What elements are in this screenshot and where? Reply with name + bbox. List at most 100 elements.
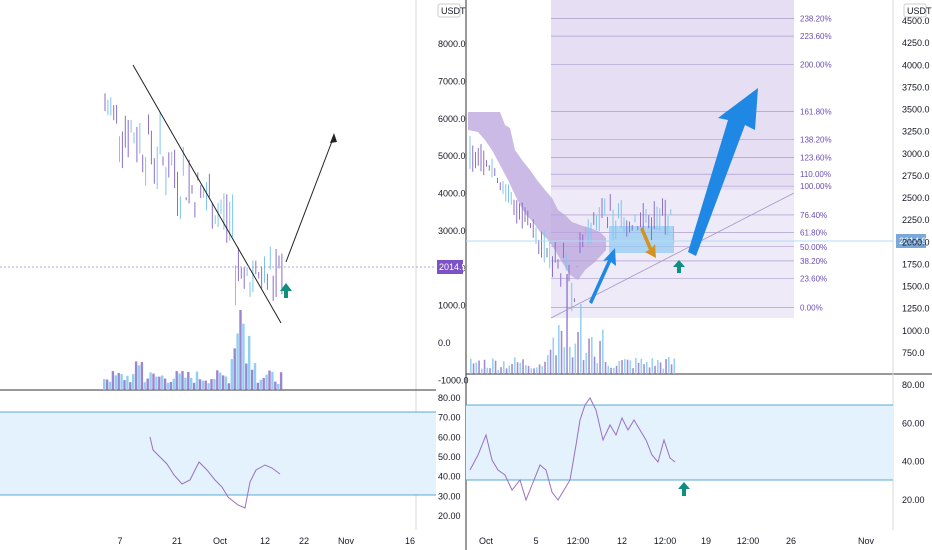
right-price-tick: 1250.0	[902, 304, 930, 314]
right-volume-bar	[563, 347, 566, 374]
left-price-tick: 3000.0	[438, 226, 466, 236]
left-volume-bar	[253, 363, 257, 390]
left-volume-bar	[195, 371, 199, 390]
left-chart-panel: 8000.07000.06000.05000.04000.03000.02000…	[0, 0, 469, 546]
right-price-tick: 1500.0	[902, 282, 930, 292]
fib-level-label: 50.00%	[800, 243, 827, 252]
fib-level-label: 0.00%	[800, 303, 823, 312]
fib-level-label: 38.20%	[800, 257, 827, 266]
right-volume-bar	[640, 358, 643, 374]
right-buy-arrow-icon	[673, 260, 685, 273]
right-volume-bar	[500, 367, 502, 374]
right-volume-bar	[637, 362, 640, 374]
right-price-tick: 1000.0	[902, 326, 930, 336]
right-volume-bar	[618, 361, 621, 374]
left-volume-bar	[204, 380, 207, 390]
right-volume-bar	[538, 364, 541, 374]
right-volume-bar	[511, 363, 513, 374]
right-time-axis: Oct 5 12:00 12 12:00 19 12:00 26 Nov	[479, 536, 875, 546]
right-volume-bar	[481, 368, 483, 374]
right-volume-bar	[621, 360, 623, 374]
left-rsi-tick: 40.00	[438, 472, 461, 482]
svg-text:2014.9: 2014.9	[439, 262, 467, 272]
fib-level-label: 23.60%	[800, 275, 827, 284]
left-volume-bar	[242, 323, 245, 390]
right-volume-bar	[508, 365, 511, 374]
left-volume-bar	[198, 379, 202, 390]
right-volume-bar	[615, 365, 618, 374]
left-price-tick: 5000.0	[438, 151, 466, 161]
left-volume-bar	[152, 373, 155, 390]
left-rsi-tick: 20.00	[438, 511, 461, 521]
right-volume-bar	[651, 358, 654, 374]
right-price-tick: 2250.0	[902, 215, 930, 225]
left-price-tick: 6000.0	[438, 114, 466, 124]
left-volume-bar	[105, 379, 109, 390]
right-time-tick: 12	[617, 536, 627, 546]
left-volume-bar	[213, 379, 216, 390]
right-volume-bar	[629, 360, 632, 374]
left-volume-bar	[277, 383, 280, 390]
right-volume-bar	[643, 364, 645, 374]
right-volume-bar	[596, 363, 599, 374]
left-volume-bar	[184, 377, 187, 390]
right-volume-bar	[503, 361, 505, 374]
right-volume-bar	[648, 367, 651, 374]
right-volume-bar	[662, 368, 665, 374]
left-volume-bar	[140, 362, 144, 390]
left-volume-bar	[201, 380, 204, 390]
right-volume-bar	[599, 340, 601, 374]
right-price-tick: 4250.0	[902, 38, 930, 48]
left-volume-bar	[216, 370, 219, 390]
left-volume-bar	[120, 374, 123, 390]
right-volume-bar	[632, 368, 634, 374]
right-time-tick: 5	[533, 536, 538, 546]
left-volume-bar	[245, 363, 248, 390]
fib-level-label: 161.80%	[800, 107, 832, 116]
left-price-tick: 1000.0	[438, 301, 466, 311]
left-last-price-badge: 2014.9	[437, 260, 467, 274]
right-time-tick: 19	[701, 536, 711, 546]
right-volume-bar	[555, 355, 557, 374]
right-volume-bar	[577, 331, 579, 374]
left-volume-bar	[279, 372, 283, 390]
right-volume-bar	[505, 368, 508, 374]
left-projection-arrowhead	[330, 133, 337, 143]
left-rsi-axis: 80.00 70.00 60.00 50.00 40.00 30.00 20.00	[438, 393, 461, 521]
right-volume-bar	[673, 358, 676, 374]
right-price-tick: 2500.0	[902, 193, 930, 203]
left-rsi-line	[149, 436, 281, 509]
ichimoku-cloud	[468, 112, 606, 280]
fib-level-label: 61.80%	[800, 229, 827, 238]
right-volume-bar	[635, 358, 637, 374]
right-volume-bar	[560, 330, 563, 374]
left-volume-bar	[169, 382, 173, 390]
right-volume-bar	[571, 357, 574, 374]
right-volume-bar	[533, 368, 535, 374]
left-rsi-tick: 80.00	[438, 393, 461, 403]
right-time-tick: 12:00	[654, 536, 677, 546]
left-volume-bar	[239, 310, 242, 390]
left-rsi-tick: 50.00	[438, 452, 461, 462]
fib-level-label: 110.00%	[800, 170, 831, 179]
right-time-tick: 12:00	[567, 536, 590, 546]
left-volume-bar	[175, 371, 178, 390]
right-volume-bar	[659, 362, 662, 374]
right-volume-bar	[522, 359, 524, 374]
right-time-tick: 26	[786, 536, 796, 546]
right-volume-bar	[626, 359, 629, 374]
left-price-tick: 7000.0	[438, 76, 466, 86]
svg-text:2014.9: 2014.9	[899, 236, 927, 246]
left-volume-bar	[219, 372, 222, 390]
left-volume-bar	[129, 382, 132, 390]
left-volume-bar	[111, 371, 115, 390]
left-rsi-tick: 30.00	[438, 491, 461, 501]
left-volume-bar	[137, 365, 141, 390]
left-volume-bar	[233, 348, 236, 390]
right-volume-bar	[483, 359, 486, 374]
right-volume-bar	[624, 359, 626, 374]
right-rsi-tick: 20.00	[902, 495, 925, 505]
left-volume-bar	[149, 372, 152, 390]
left-volume-bar	[103, 379, 106, 390]
